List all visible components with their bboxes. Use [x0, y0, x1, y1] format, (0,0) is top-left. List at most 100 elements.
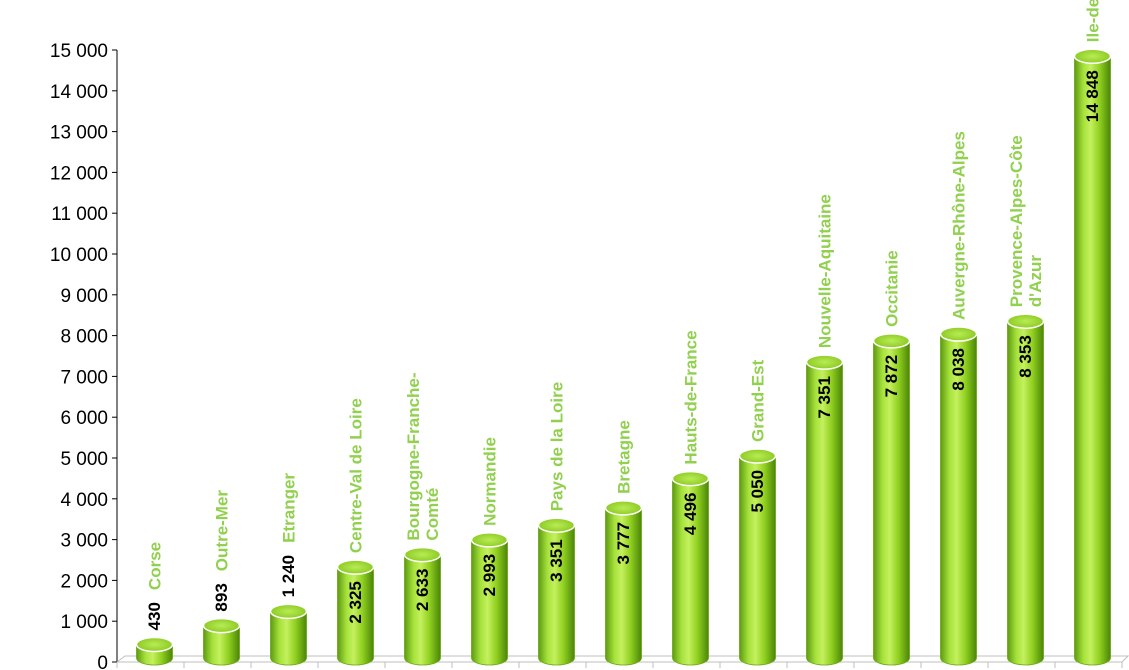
y-tick-label: 10 000: [50, 245, 108, 266]
category-label: Occitanie: [883, 250, 902, 327]
y-tick-label: 4 000: [60, 490, 108, 511]
bar-top: [537, 517, 576, 534]
category-label: Auvergne-Rhône-Alpes: [950, 131, 969, 320]
category-label-line: Etranger: [280, 473, 299, 543]
bar-body: [739, 455, 776, 666]
y-tick-label: 5 000: [60, 449, 108, 470]
bar-top: [738, 448, 777, 464]
bar-value-label: 14 848: [1083, 70, 1102, 122]
axes: 0 1 000 2 000 3 000 4 000 5 000 6 000 7 000 8 00…: [50, 41, 1129, 670]
bar-body: [337, 566, 374, 666]
bar: [1006, 313, 1045, 666]
category-label: Provence-Alpes-Côted'Azur: [1007, 135, 1045, 307]
category-label-line: Comté: [423, 488, 442, 541]
bar: [738, 448, 777, 666]
bar-body: [471, 539, 508, 666]
category-label-line: d'Azur: [1026, 255, 1045, 308]
bar-body: [203, 625, 240, 666]
bar: [872, 333, 911, 666]
bar: [135, 636, 174, 666]
category-label-line: Grand-Est: [749, 359, 768, 442]
bar: [1073, 48, 1112, 666]
bar: [537, 517, 576, 666]
bar-value-label: 2 993: [480, 554, 499, 597]
y-tick-label: 9 000: [60, 286, 108, 307]
bar-top: [336, 559, 375, 575]
y-tick-label: 1 000: [60, 612, 108, 633]
bar-body: [940, 333, 977, 666]
category-label: Grand-Est: [749, 359, 768, 442]
category-label: Normandie: [481, 437, 500, 526]
bar-top: [805, 354, 844, 370]
category-label-line: Corse: [146, 542, 165, 590]
category-label-line: Pays de la Loire: [548, 382, 567, 511]
y-tick-label: 12 000: [50, 163, 108, 184]
y-tick-label: 11 000: [51, 204, 108, 225]
y-tick-label: 8 000: [60, 327, 108, 348]
bar: [805, 354, 844, 666]
category-label: Nouvelle-Aquitaine: [816, 194, 835, 348]
bar: [202, 617, 241, 666]
bar-body: [1074, 55, 1111, 666]
bar-top: [269, 603, 308, 620]
y-tick-label: 15 000: [50, 41, 108, 62]
category-label-line: Provence-Alpes-Côte: [1007, 135, 1026, 307]
y-tick-label: 6 000: [60, 408, 108, 429]
bar: [939, 326, 978, 666]
bar-value-label: 7 351: [815, 376, 834, 419]
category-label: Pays de la Loire: [548, 382, 567, 511]
y-tick-label: 0: [97, 653, 108, 670]
category-label: Corse: [146, 542, 165, 590]
bar-body: [538, 524, 575, 666]
y-tick-label: 7 000: [60, 367, 108, 388]
bar: [470, 532, 509, 666]
bar-body: [873, 340, 910, 666]
category-label: Hauts-de-France: [682, 330, 701, 464]
bar-top: [202, 617, 241, 634]
bar-value-label: 1 240: [279, 555, 298, 598]
bar-value-label: 2 633: [413, 569, 432, 612]
category-label: Centre-Val de Loire: [347, 398, 366, 553]
category-label: Bourgogne-Franche-Comté: [404, 372, 442, 540]
category-label-line: Ile-de-France: [1084, 0, 1103, 42]
bar-body: [605, 507, 642, 666]
bar-value-label: 8 038: [949, 348, 968, 391]
bar-value-label: 7 872: [882, 355, 901, 398]
category-label-line: Normandie: [481, 437, 500, 526]
bar-body: [270, 611, 307, 666]
bar-body: [806, 361, 843, 666]
bar-top: [135, 636, 174, 653]
category-label-line: Occitanie: [883, 250, 902, 327]
bar-value-label: 5 050: [748, 470, 767, 513]
y-tick-label: 13 000: [50, 123, 108, 144]
category-label-line: Bourgogne-Franche-: [404, 372, 423, 540]
bar-value-label: 893: [212, 583, 231, 611]
y-tick-label: 3 000: [60, 531, 108, 552]
bar-value-label: 4 496: [681, 493, 700, 536]
bar-top: [1006, 313, 1045, 329]
category-label-line: Hauts-de-France: [682, 330, 701, 464]
y-tick-label: 2 000: [60, 571, 108, 592]
bar-body: [672, 478, 709, 666]
bar-top: [403, 546, 442, 563]
bar-value-label: 430: [145, 602, 164, 630]
y-tick-label: 14 000: [50, 82, 108, 103]
category-label: Ile-de-France: [1084, 0, 1103, 42]
bar-body: [404, 554, 441, 666]
category-label-line: Nouvelle-Aquitaine: [816, 194, 835, 348]
bars-group: [135, 48, 1112, 666]
category-label-line: Outre-Mer: [213, 490, 232, 572]
bar-value-label: 8 353: [1016, 335, 1035, 378]
category-label: Outre-Mer: [213, 490, 232, 572]
category-label-line: Bretagne: [615, 420, 634, 494]
bar-top: [470, 532, 509, 548]
bar: [403, 546, 442, 666]
bar-top: [872, 333, 911, 349]
bar-value-label: 3 351: [547, 539, 566, 582]
bar: [336, 559, 375, 666]
category-label-line: Auvergne-Rhône-Alpes: [950, 131, 969, 320]
category-label-line: Centre-Val de Loire: [347, 398, 366, 553]
bar-top: [604, 500, 643, 516]
bar-value-label: 2 325: [346, 581, 365, 624]
